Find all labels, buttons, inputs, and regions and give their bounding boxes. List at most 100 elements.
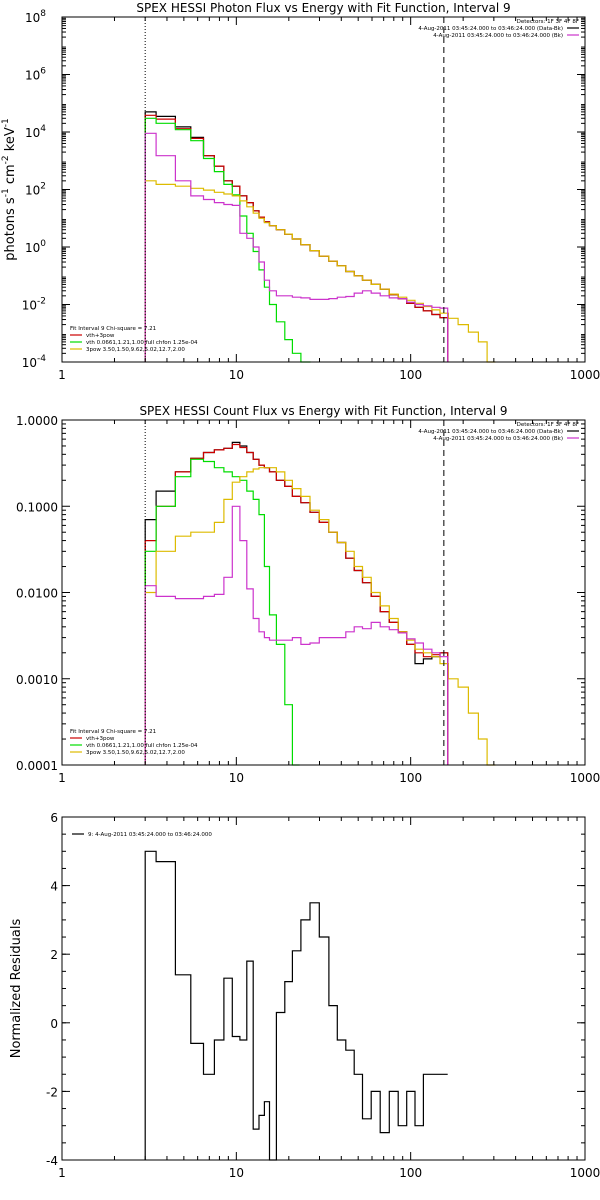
plot-frame — [61, 419, 586, 766]
x-tick-label: 100 — [399, 771, 422, 785]
x-tick-label: 10 — [229, 1166, 244, 1180]
y-tick-label: 10-2 — [22, 297, 46, 313]
x-tick-label: 1 — [58, 1166, 66, 1180]
y-tick-label: 104 — [25, 124, 46, 140]
x-ticks: 1 10 100 1000 — [58, 420, 600, 785]
legend-header: Detectors: 1F 3F 4F 8F — [517, 422, 579, 428]
y-tick-label: 2 — [50, 948, 58, 962]
x-tick-label: 100 — [399, 368, 422, 382]
fit-legend: Fit Interval 9 Chi-square = 7.21vth+3pow… — [70, 326, 198, 353]
y-axis-label: Normalized Residuals — [9, 919, 24, 1059]
series-line-2 — [144, 117, 311, 363]
y-tick-label: 0.0001 — [16, 759, 58, 773]
fit-legend-entry: vth+3pow — [86, 736, 115, 742]
x-tick-label: 1000 — [570, 1166, 600, 1180]
y-label-part: cm — [3, 164, 18, 188]
x-tick-label: 1000 — [570, 771, 600, 785]
y-tick-base: 10 — [25, 184, 40, 198]
y-label-exp: -2 — [1, 155, 11, 164]
y-tick-label: 10-4 — [22, 354, 47, 370]
y-tick-exp: 8 — [40, 9, 46, 19]
x-tick-label: 1000 — [570, 368, 600, 382]
y-tick-base: 10 — [25, 69, 40, 83]
series-line-3 — [144, 467, 496, 766]
y-tick-label: -4 — [46, 1154, 58, 1168]
y-tick-label: 4 — [50, 880, 58, 894]
panel-1: SPEX HESSI Photon Flux vs Energy with Fi… — [1, 1, 600, 382]
top-legend: Detectors: 1F 3F 4F 8F4-Aug-2011 03:45:2… — [418, 422, 579, 442]
x-tick-label: 100 — [399, 1166, 422, 1180]
x-ticks: 1 10 100 1000 — [58, 817, 600, 1180]
y-label-part: photons s — [3, 197, 18, 261]
legend-entry: 4-Aug-2011 03:45:24.000 to 03:46:24.000 … — [418, 429, 563, 435]
y-tick-label: 0.1000 — [16, 500, 58, 514]
series-group — [144, 850, 448, 1161]
chart-title: SPEX HESSI Count Flux vs Energy with Fit… — [139, 404, 507, 418]
y-tick-label: 108 — [25, 9, 46, 25]
y-tick-base: 10 — [22, 299, 37, 313]
top-legend: Detectors: 1F 3F 4F 8F4-Aug-2011 03:45:2… — [418, 19, 579, 39]
y-tick-exp: -2 — [37, 297, 46, 307]
y-tick-exp: 4 — [40, 124, 46, 134]
panel-2: SPEX HESSI Count Flux vs Energy with Fit… — [16, 404, 600, 785]
y-tick-base: 10 — [25, 241, 40, 255]
y-tick-exp: -4 — [37, 354, 46, 364]
legend-entry: 4-Aug-2011 03:45:24.000 to 03:46:24.000 … — [433, 33, 563, 39]
y-axis-label: photons s-1 cm-2 keV-1 — [1, 118, 18, 260]
series-group — [144, 441, 496, 766]
legend-entry: 9: 4-Aug-2011 03:45:24.000 to 03:46:24.0… — [88, 832, 212, 838]
fit-legend-header: Fit Interval 9 Chi-square = 7.21 — [70, 326, 156, 332]
plot-frame — [61, 16, 586, 363]
series-line-4 — [144, 132, 449, 362]
y-tick-base: 10 — [25, 11, 40, 25]
legend-header: Detectors: 1F 3F 4F 8F — [517, 19, 579, 25]
y-tick-label: 106 — [25, 67, 46, 83]
series-line-3 — [144, 180, 496, 363]
fit-legend-entry: vth 0.0661,1.21,1.00 full chfon 1.25e-04 — [86, 743, 198, 749]
fit-legend-entry: vth+3pow — [86, 333, 115, 339]
x-ticks: 1 10 100 1000 — [58, 17, 600, 382]
y-tick-exp: 6 — [40, 67, 46, 77]
plot-frame — [61, 816, 586, 1161]
y-tick-base: 10 — [22, 356, 37, 370]
y-tick-label: -2 — [46, 1085, 58, 1099]
fit-legend-entry: 3pow 3.50,1.50,9.62,5.02,12.7,2.00 — [86, 750, 185, 756]
series-line-0 — [144, 111, 449, 362]
fit-legend: Fit Interval 9 Chi-square = 7.21vth+3pow… — [70, 729, 198, 756]
fit-legend-entry: vth 0.0661,1.21,1.00 full chfon 1.25e-04 — [86, 340, 198, 346]
residuals-legend: 9: 4-Aug-2011 03:45:24.000 to 03:46:24.0… — [72, 832, 212, 838]
y-ticks: 0.0001 0.0010 0.0100 0.1000 1.0000 — [16, 414, 585, 773]
y-tick-label: 0.0100 — [16, 587, 58, 601]
fit-legend-entry: 3pow 3.50,1.50,9.62,5.02,12.7,2.00 — [86, 347, 185, 353]
y-label-part: keV — [3, 127, 18, 155]
y-tick-label: 100 — [25, 239, 46, 255]
x-tick-label: 1 — [58, 771, 66, 785]
chart-title: SPEX HESSI Photon Flux vs Energy with Fi… — [136, 1, 510, 15]
y-tick-exp: 2 — [40, 182, 46, 192]
series-line-0 — [144, 441, 449, 765]
legend-entry: 4-Aug-2011 03:45:24.000 to 03:46:24.000 … — [433, 436, 563, 442]
panel-3: 1 10 100 1000 -4 -2 0 2 4 6 Normalized Residuals 9:… — [9, 811, 600, 1180]
y-label-exp: -1 — [1, 188, 11, 197]
y-tick-label: 0.0010 — [16, 673, 58, 687]
y-tick-label: 102 — [25, 182, 46, 198]
y-tick-exp: 0 — [40, 239, 46, 249]
x-tick-label: 10 — [229, 368, 244, 382]
series-line-4 — [144, 505, 449, 765]
x-tick-label: 10 — [229, 771, 244, 785]
series-line-0 — [144, 850, 448, 1161]
y-tick-base: 10 — [25, 126, 40, 140]
y-tick-label: 0 — [50, 1017, 58, 1031]
legend-entry: 4-Aug-2011 03:45:24.000 to 03:46:24.000 … — [418, 26, 563, 32]
y-ticks: -4 -2 0 2 4 6 — [46, 811, 585, 1168]
y-tick-label: 1.0000 — [16, 414, 58, 428]
series-group — [144, 111, 496, 363]
y-label-exp: -1 — [1, 118, 11, 127]
series-line-2 — [144, 458, 300, 766]
series-line-1 — [144, 443, 449, 765]
x-tick-label: 1 — [58, 368, 66, 382]
fit-legend-header: Fit Interval 9 Chi-square = 7.21 — [70, 729, 156, 735]
y-tick-label: 6 — [50, 811, 58, 825]
